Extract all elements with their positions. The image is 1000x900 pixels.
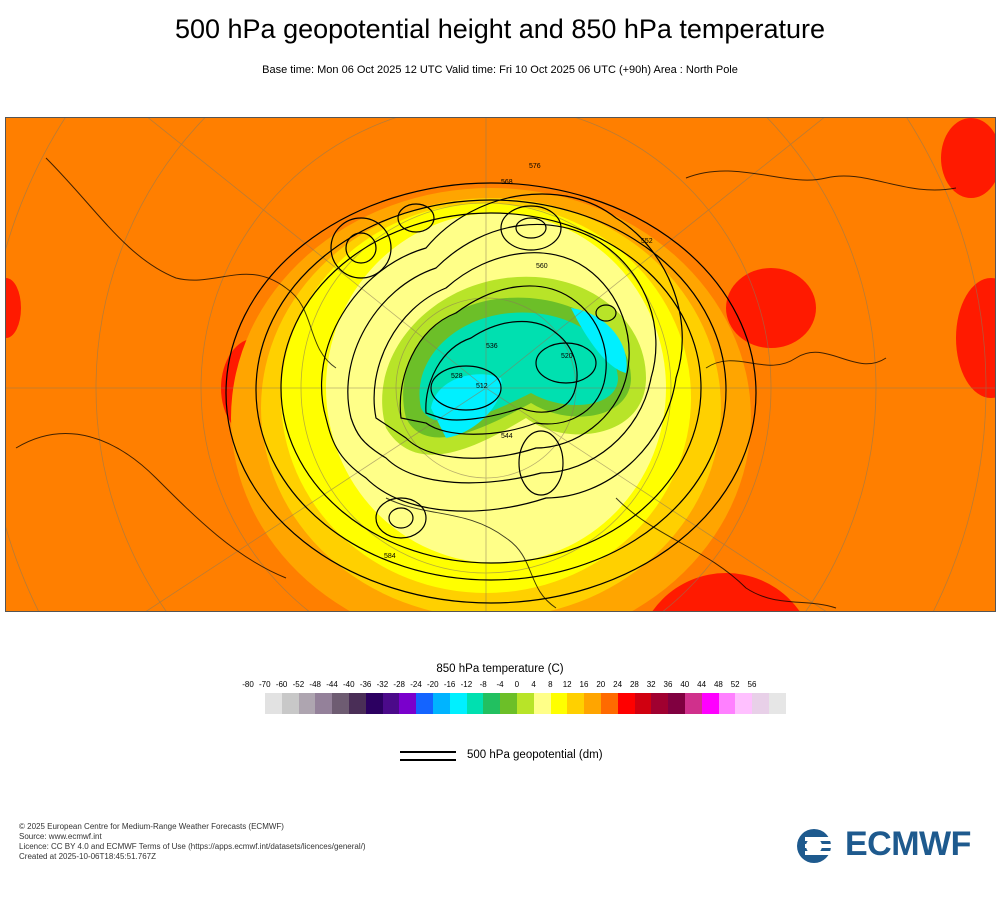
colorbar-tick-label: -48	[309, 680, 321, 689]
contour-label: 536	[486, 343, 498, 350]
colorbar-tick-label: -4	[496, 680, 504, 689]
colorbar-tick-label: 24	[613, 680, 623, 689]
colorbar-tick-label: -16	[443, 680, 456, 689]
temperature-colorbar	[265, 693, 786, 714]
geopotential-legend-symbol	[400, 751, 458, 763]
contour-label: 576	[529, 163, 541, 170]
colorbar-swatch	[500, 693, 517, 714]
colorbar-swatch	[718, 693, 736, 714]
colorbar-tick-label: -52	[292, 680, 305, 689]
colorbar-swatch	[701, 693, 719, 714]
temperature-legend-title: 850 hPa temperature (C)	[436, 663, 564, 675]
colorbar-swatch	[600, 693, 618, 714]
credit-line: Licence: CC BY 4.0 and ECMWF Terms of Us…	[19, 842, 366, 851]
colorbar-swatch	[668, 693, 685, 714]
colorbar-tick-label: 48	[713, 680, 723, 689]
contour-label: 544	[501, 433, 513, 440]
colorbar-swatch	[432, 693, 450, 714]
contour-label: 560	[536, 263, 548, 270]
coastlines	[15, 157, 957, 609]
ecmwf-logo: ECMWF	[795, 825, 985, 865]
credit-line: © 2025 European Centre for Medium-Range …	[19, 822, 284, 831]
colorbar-swatch	[382, 693, 400, 714]
geopotential-contours	[225, 182, 757, 604]
contour-label: 520	[561, 353, 573, 360]
colorbar-swatch	[332, 693, 349, 714]
polar-map: 576 584 568 560 552 544 536 528 520 512	[5, 117, 996, 612]
colorbar-tick-label: 44	[697, 680, 707, 689]
colorbar-tick-label: 4	[531, 680, 536, 689]
colorbar-tick-label: 28	[629, 680, 639, 689]
ecmwf-logo-icon	[797, 829, 841, 863]
colorbar-tick-label: 20	[596, 680, 606, 689]
temperature-legend-ticks: -80 -70 -60 -52 -48 -44 -40 -36 -32 -28 -24 -20 -16-…	[0, 680, 1000, 694]
colorbar-swatch	[617, 693, 635, 714]
colorbar-tick-label: -24	[410, 680, 422, 689]
colorbar-swatch	[399, 693, 417, 714]
colorbar-swatch	[634, 693, 652, 714]
colorbar-tick-label: -20	[427, 680, 439, 689]
band-minus16C-b	[571, 308, 627, 373]
colorbar-swatch	[315, 693, 333, 714]
graticule	[6, 118, 995, 611]
colorbar-tick-label: 16	[579, 680, 589, 689]
colorbar-tick-label: 56	[747, 680, 757, 689]
colorbar-tick-label: -70	[259, 680, 271, 689]
colorbar-tick-label: -40	[343, 680, 355, 689]
chart-subtitle: Base time: Mon 06 Oct 2025 12 UTC Valid …	[262, 64, 738, 76]
contour-label: 528	[451, 373, 463, 380]
colorbar-tick-label: -44	[326, 680, 338, 689]
geopotential-legend-label: 500 hPa geopotential (dm)	[467, 749, 603, 761]
colorbar-tick-label: 40	[680, 680, 690, 689]
contour-labels: 576 584 568 560 552 544 536 528 520 512	[384, 163, 653, 560]
colorbar-tick-label: -60	[275, 680, 288, 689]
credit-line: Source: www.ecmwf.int	[19, 832, 102, 841]
contour-label: 568	[501, 179, 513, 186]
colorbar-swatch	[265, 693, 282, 714]
colorbar-swatch	[449, 693, 467, 714]
colorbar-tick-label: 52	[730, 680, 740, 689]
credit-line: Created at 2025-10-06T18:45:51.767Z	[19, 852, 156, 861]
colorbar-swatch	[298, 693, 316, 714]
colorbar-tick-label: -80	[242, 680, 254, 689]
colorbar-tick-label: -36	[359, 680, 372, 689]
colorbar-swatch	[768, 693, 786, 714]
colorbar-swatch	[651, 693, 669, 714]
colorbar-tick-label: 8	[548, 680, 553, 689]
colorbar-swatch	[752, 693, 769, 714]
colorbar-swatch	[516, 693, 534, 714]
band-minus16C	[431, 374, 502, 438]
colorbar-swatch	[348, 693, 366, 714]
contour-label: 584	[384, 553, 396, 560]
colorbar-tick-label: -32	[376, 680, 389, 689]
colorbar-tick-label: -28	[393, 680, 405, 689]
colorbar-tick-label: 32	[646, 680, 656, 689]
colorbar-swatch	[365, 693, 383, 714]
colorbar-swatch	[416, 693, 433, 714]
colorbar-swatch	[550, 693, 568, 714]
colorbar-swatch	[584, 693, 601, 714]
colorbar-swatch	[281, 693, 299, 714]
colorbar-tick-label: 12	[562, 680, 572, 689]
colorbar-tick-label: 36	[663, 680, 673, 689]
ecmwf-logo-text: ECMWF	[845, 825, 971, 863]
colorbar-swatch	[466, 693, 484, 714]
colorbar-tick-label: 0	[514, 680, 520, 689]
colorbar-swatch	[533, 693, 551, 714]
colorbar-swatch	[735, 693, 753, 714]
colorbar-swatch	[567, 693, 585, 714]
credits: © 2025 European Centre for Medium-Range …	[19, 822, 366, 862]
colorbar-tick-label: -8	[479, 680, 487, 689]
contour-label: 512	[476, 383, 488, 390]
colorbar-swatch	[483, 693, 501, 714]
chart-title: 500 hPa geopotential height and 850 hPa …	[174, 14, 825, 44]
colorbar-tick-label: -12	[460, 680, 473, 689]
colorbar-swatch	[684, 693, 702, 714]
contour-label: 552	[641, 238, 653, 245]
